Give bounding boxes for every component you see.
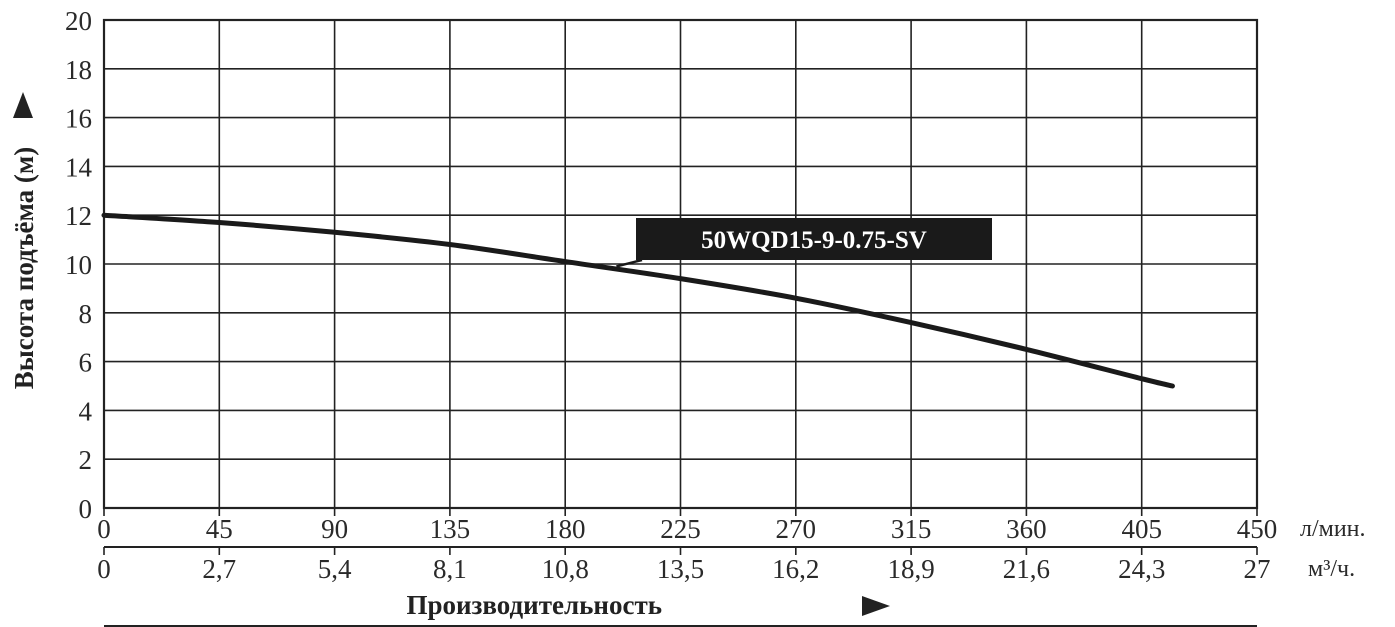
x-tick-label: 360 [1006, 514, 1047, 544]
x-tick-label: 90 [321, 514, 348, 544]
y-tick-label: 18 [65, 55, 92, 85]
y-axis-title: Высота подъёма (м) [9, 147, 39, 390]
x2-tick-label: 27 [1244, 554, 1271, 584]
x-tick-label: 270 [776, 514, 817, 544]
x-tick-label: 450 [1237, 514, 1278, 544]
annotation-leader [616, 258, 643, 268]
x2-tick-label: 0 [97, 554, 111, 584]
y-tick-label: 2 [79, 445, 93, 475]
x2-tick-label: 13,5 [657, 554, 704, 584]
x2-tick-label: 16,2 [772, 554, 819, 584]
x-axis-title: Производительность [406, 590, 662, 620]
annotation-layer: 50WQD15-9-0.75-SV [616, 218, 992, 268]
x-axis-arrow [862, 596, 890, 616]
x2-tick-label: 5,4 [318, 554, 352, 584]
x2-tick-label: 24,3 [1118, 554, 1165, 584]
grid [102, 18, 1259, 555]
x-tick-label: 405 [1121, 514, 1162, 544]
series-layer [101, 212, 1175, 389]
x2-unit-label: м³/ч. [1308, 556, 1355, 582]
x-tick-label: 180 [545, 514, 586, 544]
series-label-text: 50WQD15-9-0.75-SV [701, 227, 927, 254]
x-tick-label: 0 [97, 514, 111, 544]
y-tick-label: 8 [79, 299, 93, 329]
x2-tick-labels: 0 2,7 5,4 8,1 10,8 13,5 16,2 18,9 21,6 24,3 27 [97, 554, 1270, 584]
x-tick-label: 225 [660, 514, 701, 544]
y-tick-labels: 0 2 4 6 8 10 12 14 16 18 20 [65, 6, 93, 524]
x-tick-label: 45 [206, 514, 233, 544]
x2-tick-label: 8,1 [433, 554, 467, 584]
x2-tick-label: 10,8 [542, 554, 589, 584]
y-tick-label: 16 [65, 104, 92, 134]
series-line [101, 212, 1175, 389]
x-tick-labels: 0 45 90 135 180 225 270 315 360 405 450 [97, 514, 1277, 544]
y-tick-label: 12 [65, 201, 92, 231]
x-unit-label: л/мин. [1300, 516, 1366, 542]
x2-tick-label: 21,6 [1003, 554, 1050, 584]
series-label-box [636, 218, 992, 260]
y-tick-label: 6 [79, 348, 93, 378]
x-tick-label: 315 [891, 514, 932, 544]
x2-tick-label: 2,7 [202, 554, 236, 584]
y-tick-label: 4 [79, 396, 93, 426]
y-axis-arrow [13, 92, 33, 118]
x2-tick-label: 18,9 [887, 554, 934, 584]
y-tick-label: 0 [79, 494, 93, 524]
y-tick-label: 14 [65, 152, 93, 182]
y-tick-label: 10 [65, 250, 92, 280]
x-tick-label: 135 [430, 514, 471, 544]
y-tick-label: 20 [65, 6, 92, 36]
